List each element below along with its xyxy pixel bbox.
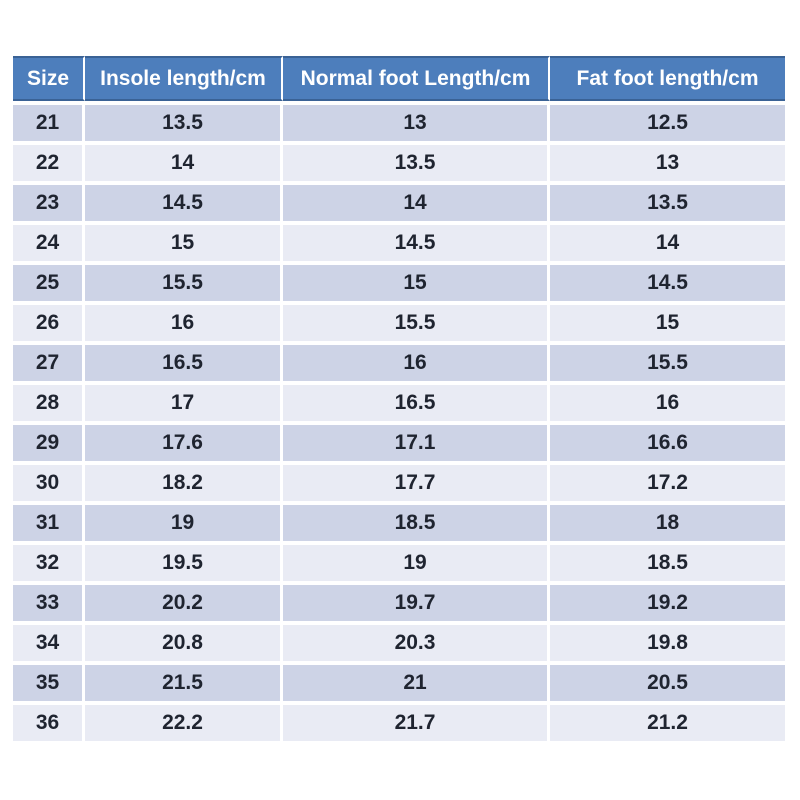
column-header-2: Normal foot Length/cm bbox=[283, 56, 550, 101]
value-cell: 15 bbox=[550, 305, 785, 345]
value-cell: 21.7 bbox=[283, 705, 550, 741]
value-cell: 14.5 bbox=[283, 225, 550, 265]
value-cell: 17.2 bbox=[550, 465, 785, 505]
value-cell: 16.5 bbox=[283, 385, 550, 425]
table-row: 27 16.5 16 15.5 bbox=[13, 345, 785, 385]
value-cell: 12.5 bbox=[550, 101, 785, 145]
value-cell: 20.5 bbox=[550, 665, 785, 705]
table-row: 26 16 15.5 15 bbox=[13, 305, 785, 345]
column-header-3: Fat foot length/cm bbox=[550, 56, 785, 101]
table-row: 21 13.5 13 12.5 bbox=[13, 101, 785, 145]
value-cell: 14 bbox=[550, 225, 785, 265]
table-row: 28 17 16.5 16 bbox=[13, 385, 785, 425]
value-cell: 19.7 bbox=[283, 585, 550, 625]
value-cell: 14 bbox=[85, 145, 283, 185]
size-cell: 35 bbox=[13, 665, 85, 705]
size-cell: 29 bbox=[13, 425, 85, 465]
size-cell: 33 bbox=[13, 585, 85, 625]
size-cell: 25 bbox=[13, 265, 85, 305]
value-cell: 20.3 bbox=[283, 625, 550, 665]
value-cell: 17.7 bbox=[283, 465, 550, 505]
value-cell: 18.5 bbox=[550, 545, 785, 585]
value-cell: 14 bbox=[283, 185, 550, 225]
value-cell: 14.5 bbox=[85, 185, 283, 225]
value-cell: 19.5 bbox=[85, 545, 283, 585]
value-cell: 15 bbox=[283, 265, 550, 305]
value-cell: 13 bbox=[283, 101, 550, 145]
value-cell: 16 bbox=[85, 305, 283, 345]
table-row: 35 21.5 21 20.5 bbox=[13, 665, 785, 705]
table-row: 32 19.5 19 18.5 bbox=[13, 545, 785, 585]
size-cell: 27 bbox=[13, 345, 85, 385]
value-cell: 21.5 bbox=[85, 665, 283, 705]
value-cell: 17.6 bbox=[85, 425, 283, 465]
table-head: Size Insole length/cm Normal foot Length/c… bbox=[13, 56, 785, 101]
value-cell: 13.5 bbox=[85, 101, 283, 145]
value-cell: 15.5 bbox=[85, 265, 283, 305]
size-cell: 30 bbox=[13, 465, 85, 505]
value-cell: 13.5 bbox=[550, 185, 785, 225]
size-cell: 21 bbox=[13, 101, 85, 145]
value-cell: 21.2 bbox=[550, 705, 785, 741]
table-row: 36 22.2 21.7 21.2 bbox=[13, 705, 785, 741]
value-cell: 15.5 bbox=[283, 305, 550, 345]
table-row: 25 15.5 15 14.5 bbox=[13, 265, 785, 305]
value-cell: 19.8 bbox=[550, 625, 785, 665]
value-cell: 14.5 bbox=[550, 265, 785, 305]
header-row: Size Insole length/cm Normal foot Length/c… bbox=[13, 56, 785, 101]
size-cell: 26 bbox=[13, 305, 85, 345]
size-cell: 24 bbox=[13, 225, 85, 265]
column-header-0: Size bbox=[13, 56, 85, 101]
table-body: 21 13.5 13 12.5 22 14 13.5 13 23 14.5 14 13.5 24 15 14… bbox=[13, 101, 785, 741]
table-row: 22 14 13.5 13 bbox=[13, 145, 785, 185]
value-cell: 13.5 bbox=[283, 145, 550, 185]
size-cell: 22 bbox=[13, 145, 85, 185]
table-row: 33 20.2 19.7 19.2 bbox=[13, 585, 785, 625]
value-cell: 22.2 bbox=[85, 705, 283, 741]
size-cell: 36 bbox=[13, 705, 85, 741]
size-cell: 31 bbox=[13, 505, 85, 545]
size-chart: Size Insole length/cm Normal foot Length/c… bbox=[13, 56, 785, 741]
size-cell: 28 bbox=[13, 385, 85, 425]
value-cell: 21 bbox=[283, 665, 550, 705]
size-cell: 32 bbox=[13, 545, 85, 585]
value-cell: 18.5 bbox=[283, 505, 550, 545]
value-cell: 16.6 bbox=[550, 425, 785, 465]
value-cell: 17 bbox=[85, 385, 283, 425]
size-cell: 23 bbox=[13, 185, 85, 225]
value-cell: 16.5 bbox=[85, 345, 283, 385]
table-row: 30 18.2 17.7 17.2 bbox=[13, 465, 785, 505]
value-cell: 18.2 bbox=[85, 465, 283, 505]
value-cell: 15.5 bbox=[550, 345, 785, 385]
value-cell: 17.1 bbox=[283, 425, 550, 465]
table-row: 24 15 14.5 14 bbox=[13, 225, 785, 265]
value-cell: 13 bbox=[550, 145, 785, 185]
value-cell: 15 bbox=[85, 225, 283, 265]
table-row: 23 14.5 14 13.5 bbox=[13, 185, 785, 225]
value-cell: 20.8 bbox=[85, 625, 283, 665]
value-cell: 16 bbox=[283, 345, 550, 385]
value-cell: 19.2 bbox=[550, 585, 785, 625]
table-row: 34 20.8 20.3 19.8 bbox=[13, 625, 785, 665]
table-row: 29 17.6 17.1 16.6 bbox=[13, 425, 785, 465]
table-row: 31 19 18.5 18 bbox=[13, 505, 785, 545]
column-header-1: Insole length/cm bbox=[85, 56, 283, 101]
value-cell: 16 bbox=[550, 385, 785, 425]
value-cell: 20.2 bbox=[85, 585, 283, 625]
value-cell: 18 bbox=[550, 505, 785, 545]
value-cell: 19 bbox=[85, 505, 283, 545]
size-cell: 34 bbox=[13, 625, 85, 665]
size-chart-table: Size Insole length/cm Normal foot Length/c… bbox=[13, 56, 785, 741]
value-cell: 19 bbox=[283, 545, 550, 585]
